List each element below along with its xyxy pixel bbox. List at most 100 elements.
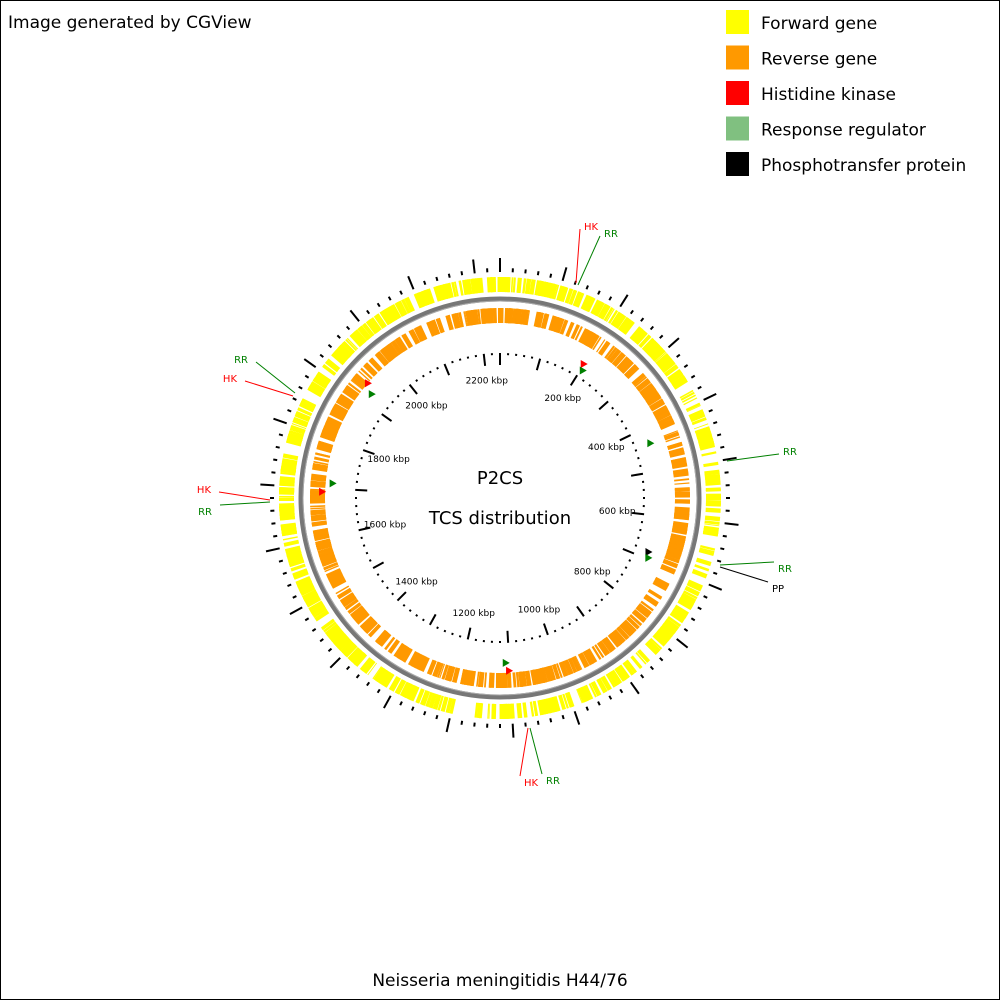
gene-stripe — [463, 311, 467, 327]
scale-label: 800 kbp — [574, 568, 611, 578]
gene-stripe — [645, 392, 660, 403]
gene-stripe — [665, 436, 681, 443]
backbone — [298, 296, 702, 700]
gene-stripe — [660, 567, 675, 575]
gene-stripe — [345, 339, 357, 351]
gene-stripe — [353, 609, 367, 622]
gene-stripe — [684, 587, 699, 597]
gene-stripe — [337, 637, 350, 649]
gene-stripe — [471, 309, 475, 326]
gene-stripe — [634, 609, 647, 620]
gene-stripe — [333, 405, 348, 415]
gene-stripe — [569, 289, 577, 305]
gene-stripe — [322, 559, 337, 567]
gene-stripe — [635, 605, 651, 619]
gene-stripe — [314, 609, 330, 622]
outer-tick — [659, 334, 664, 339]
inner-tick — [458, 635, 462, 638]
gene-stripe — [523, 671, 528, 687]
gene-stripe — [664, 432, 680, 441]
gene-stripe — [594, 301, 604, 317]
feature-marker — [579, 366, 587, 375]
gene-stripe — [563, 659, 573, 676]
gene-stripe — [663, 430, 678, 437]
gene-stripe — [335, 585, 350, 595]
gene-stripe — [688, 579, 703, 589]
outer-tick — [327, 647, 333, 653]
gene-stripe — [367, 662, 378, 676]
inner-tick — [362, 544, 366, 547]
inner-tick — [605, 592, 609, 596]
gene-stripe — [281, 460, 297, 465]
gene-stripe — [343, 596, 357, 607]
inner-tick — [428, 370, 432, 374]
gene-stripe — [421, 690, 429, 706]
gene-stripe — [599, 640, 610, 655]
gene-stripe — [686, 582, 702, 592]
gene-stripe — [671, 459, 687, 465]
gene-stripe — [515, 308, 522, 325]
gene-stripe — [694, 564, 710, 572]
gene-stripe — [385, 637, 396, 651]
gene-stripe — [512, 672, 517, 688]
gene-stripe — [657, 356, 673, 370]
inner-tick — [622, 547, 635, 555]
gene-stripe — [420, 289, 431, 306]
gene-stripe — [311, 381, 326, 391]
gene-stripe — [677, 599, 693, 611]
gene-stripe — [671, 375, 686, 386]
gene-stripe — [314, 374, 329, 386]
outer-tick — [573, 710, 581, 725]
gene-stripe — [382, 308, 394, 324]
gene-stripe — [648, 588, 663, 599]
gene-stripe — [582, 649, 595, 666]
gene-stripe — [683, 397, 698, 406]
gene-stripe — [377, 351, 389, 365]
gene-stripe — [279, 513, 295, 519]
inner-tick — [576, 605, 585, 617]
gene-stripe — [476, 671, 480, 687]
gene-stripe — [558, 286, 567, 302]
header-title: Image generated by CGView — [8, 13, 252, 33]
gene-stripe — [375, 668, 388, 683]
gene-stripe — [446, 697, 451, 713]
gene-stripe — [363, 322, 375, 336]
outer-tick — [629, 681, 640, 695]
gene-stripe — [536, 668, 545, 684]
gene-stripe — [335, 399, 351, 411]
inner-tick — [637, 536, 640, 540]
gene-stripe — [623, 621, 635, 634]
gene-stripe — [550, 283, 558, 300]
gene-stripe — [687, 581, 702, 590]
gene-stripe — [693, 423, 709, 430]
gene-stripe — [395, 679, 406, 695]
gene-stripe — [408, 331, 417, 345]
gene-stripe — [279, 503, 295, 509]
gene-stripe — [674, 478, 690, 482]
gene-stripe — [641, 386, 656, 398]
gene-stripe — [644, 390, 659, 402]
gene-stripe — [486, 277, 490, 293]
gene-stripe — [660, 359, 676, 373]
gene-stripe — [465, 310, 472, 326]
gene-stripe — [388, 305, 400, 321]
gene-stripe — [489, 277, 493, 293]
feature-label: RR — [604, 229, 618, 240]
gene-stripe — [303, 591, 318, 602]
gene-stripe — [333, 633, 346, 644]
gene-stripe — [655, 409, 669, 418]
gene-stripe — [387, 639, 398, 653]
gene-stripe — [475, 278, 480, 294]
inner-tick — [594, 603, 598, 607]
gene-stripe — [337, 345, 352, 359]
gene-stripe — [388, 639, 400, 654]
inner-tick — [436, 626, 439, 630]
outer-tick — [640, 317, 645, 322]
gene-stripe — [645, 593, 659, 604]
gene-stripe — [436, 663, 444, 678]
gene-stripe — [553, 284, 560, 300]
outer-tick — [667, 337, 680, 349]
gene-stripe — [548, 315, 554, 331]
outer-tick — [376, 688, 381, 694]
gene-stripe — [487, 703, 490, 719]
